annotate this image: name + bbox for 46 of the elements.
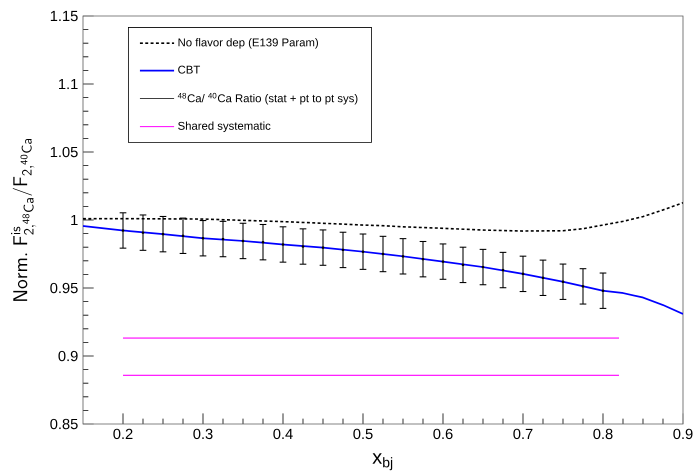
point [522, 272, 524, 276]
x-tick-label: 0.7 [513, 428, 532, 440]
x-tick-label: 0.9 [673, 428, 692, 440]
x-tick-label: 0.6 [433, 428, 453, 440]
point [282, 243, 284, 246]
y-tick-label: 1.05 [50, 146, 78, 158]
point [402, 254, 404, 258]
point [502, 268, 504, 272]
point [122, 229, 124, 232]
legend-label: CBT [178, 66, 200, 74]
point [542, 276, 544, 280]
point [462, 264, 464, 266]
point [342, 248, 344, 252]
point [182, 234, 184, 238]
point [482, 266, 484, 268]
y-tick-label: 0.95 [50, 282, 78, 294]
point [602, 289, 604, 292]
point [262, 240, 264, 244]
point [142, 231, 144, 234]
legend-label: No flavor dep (E139 Param) [178, 38, 318, 49]
y-tick-label: 1 [71, 214, 78, 226]
point [222, 238, 224, 240]
point [422, 258, 424, 261]
x-axis-title: x$_{bj}$ [372, 453, 392, 470]
x-tick-label: 0.8 [593, 428, 613, 440]
point [322, 246, 324, 249]
x-tick-label: 0.5 [353, 428, 373, 440]
y-tick-label: 1.1 [59, 78, 78, 90]
point [442, 260, 444, 263]
point [362, 250, 364, 254]
point [302, 245, 304, 248]
line-series [83, 225, 683, 315]
x-tick-label: 0.3 [193, 428, 213, 440]
point [562, 280, 564, 284]
y-tick-label: 0.9 [58, 350, 78, 362]
point [242, 240, 244, 242]
point [582, 285, 584, 288]
y-tick-label: 1.15 [50, 10, 78, 22]
y-tick-label: 0.85 [50, 418, 78, 430]
y-axis-title: $\mathsf{Norm.\ F^{is}_{2,{}^{48}Ca}/F_{2,{}^{40}Ca}}$ [11, 138, 36, 301]
point [162, 232, 164, 236]
x-tick-label: 0.4 [273, 428, 293, 440]
x-tick-label: 0.2 [113, 428, 132, 440]
legend-label: $^{48}$Ca/ $^{40}$Ca Ratio (stat + pt to pt sys) [178, 92, 358, 105]
point [202, 236, 204, 240]
legend-label: Shared systematic [178, 122, 271, 132]
